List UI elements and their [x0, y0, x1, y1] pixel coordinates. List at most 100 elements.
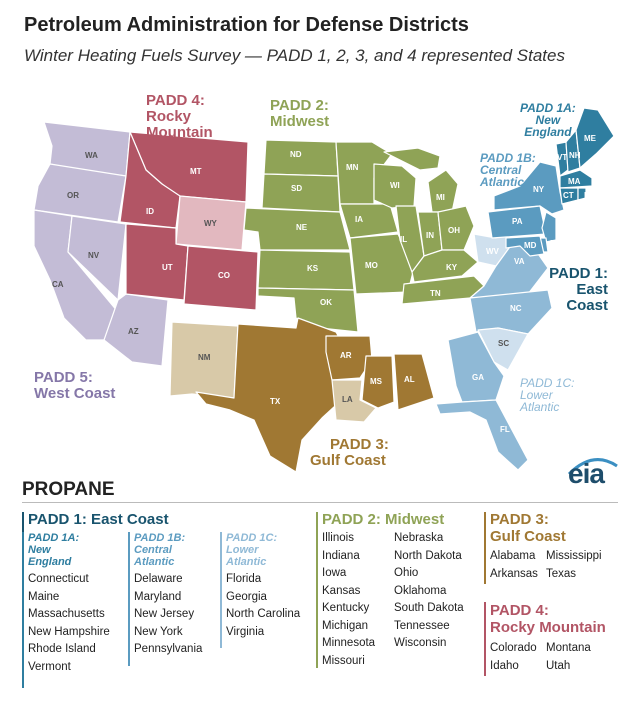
map-label-padd2: PADD 2: Midwest — [270, 97, 330, 130]
state-label-ct: CT — [563, 191, 574, 200]
padd1a-legend: PADD 1A: New England Connecticut Maine Mas… — [28, 532, 110, 676]
state-ky — [411, 249, 479, 283]
state-id — [119, 131, 181, 229]
list-item: Arkansas — [490, 567, 538, 580]
state-label-va: VA — [514, 257, 525, 266]
list-item: Idaho — [490, 659, 519, 672]
map-label-padd1c: PADD 1C: Lower Atlantic — [520, 376, 575, 414]
map-label-padd1: PADD 1: East Coast — [549, 265, 608, 314]
padd1c-legend-bar — [220, 532, 222, 648]
eia-logo: eia — [568, 458, 605, 489]
list-item: Vermont — [28, 660, 71, 673]
list-item: Virginia — [226, 625, 265, 638]
state-mo — [349, 233, 415, 295]
list-item: Alabama — [490, 550, 536, 562]
list-item: Minnesota — [322, 637, 376, 649]
padd1b-legend: PADD 1B: Central Atlantic Delaware Marylan… — [134, 532, 202, 659]
padd2-legend-col2: Nebraska North Dakota Ohio Oklahoma Sout… — [394, 530, 464, 653]
state-label-ok: OK — [320, 298, 332, 307]
padd1-legend-title: PADD 1: East Coast — [28, 511, 169, 528]
page-subtitle: Winter Heating Fuels Survey — PADD 1, 2,… — [24, 46, 565, 65]
state-ri — [577, 187, 587, 201]
state-label-oh: OH — [448, 226, 460, 235]
list-item: Delaware — [134, 573, 183, 585]
state-label-mi: MI — [436, 193, 445, 202]
list-item: Georgia — [226, 590, 267, 603]
state-label-ky: KY — [446, 263, 458, 272]
state-label-il: IL — [400, 235, 407, 244]
map-label-padd5: PADD 5: West Coast — [34, 369, 116, 402]
page-title: Petroleum Administration for Defense Dis… — [24, 14, 469, 36]
state-fl — [435, 399, 529, 471]
list-item: Maine — [28, 590, 60, 603]
padd4-legend-title: PADD 4: Rocky Mountain — [490, 602, 606, 636]
state-label-co: CO — [218, 271, 230, 280]
padd-map: WA OR CA NV AZ MT ID WY UT CO ND SD NE K… — [33, 107, 615, 473]
state-label-sc: SC — [498, 339, 509, 348]
state-ga — [447, 331, 505, 403]
state-mi — [383, 147, 459, 213]
state-label-nm: NM — [198, 353, 211, 362]
list-item: Massachusetts — [28, 608, 105, 620]
state-al — [393, 353, 435, 411]
state-label-mo: MO — [365, 261, 378, 270]
state-label-ks: KS — [307, 264, 319, 273]
state-label-mt: MT — [190, 167, 202, 176]
list-item: New Jersey — [134, 608, 195, 620]
state-ms — [361, 355, 395, 409]
padd3-legend-title: PADD 3: Gulf Coast — [490, 511, 566, 545]
padd4-legend-bar — [484, 602, 486, 676]
state-ar — [325, 335, 373, 381]
state-label-fl: FL — [500, 425, 510, 434]
legend-divider — [22, 502, 618, 503]
state-label-ga: GA — [472, 373, 484, 382]
padd4-legend-col1: Colorado Idaho — [490, 640, 537, 675]
map-label-padd1a: PADD 1A: New England — [520, 101, 576, 139]
padd2-legend-title: PADD 2: Midwest — [322, 511, 445, 528]
state-label-ia: IA — [355, 215, 363, 224]
padd1a-legend-bar — [22, 532, 24, 688]
list-item: New York — [134, 625, 183, 638]
list-item: Oklahoma — [394, 584, 447, 597]
state-label-tn: TN — [430, 289, 441, 298]
list-item: Michigan — [322, 619, 369, 632]
state-nj — [541, 211, 557, 243]
list-item: Indiana — [322, 549, 360, 562]
list-item: Mississippi — [546, 550, 602, 562]
map-label-padd4: PADD 4: Rocky Mountain — [146, 92, 213, 141]
state-label-nj: NJ — [556, 223, 566, 232]
list-item: North Dakota — [394, 549, 462, 562]
state-label-mn: MN — [346, 163, 359, 172]
state-label-me: ME — [584, 134, 597, 143]
state-label-nd: ND — [290, 150, 302, 159]
list-item: Pennsylvania — [134, 643, 203, 655]
state-label-in: IN — [426, 231, 434, 240]
list-item: Utah — [546, 659, 571, 672]
state-ks — [257, 249, 355, 291]
state-label-wy: WY — [204, 219, 218, 228]
state-label-de: DE — [550, 239, 562, 248]
list-item: Texas — [546, 567, 577, 580]
list-item: Missouri — [322, 654, 365, 667]
padd1b-legend-bar — [128, 532, 130, 666]
state-label-wv: WV — [486, 247, 500, 256]
state-label-az: AZ — [128, 327, 139, 336]
legend-heading: PROPANE — [22, 479, 115, 500]
state-label-wi: WI — [390, 181, 400, 190]
eia-logo-arc-icon — [567, 458, 618, 476]
state-label-or: OR — [67, 191, 79, 200]
list-item: New Hampshire — [28, 625, 110, 638]
state-co — [183, 245, 259, 311]
map-label-padd1b: PADD 1B: Central Atlantic — [480, 151, 536, 189]
state-label-la: LA — [342, 395, 353, 404]
state-label-md: MD — [524, 241, 537, 250]
padd3-legend-bar — [484, 512, 486, 584]
state-label-tx: TX — [270, 397, 281, 406]
padd3-legend-col2: Mississippi Texas — [546, 548, 602, 583]
state-la — [331, 379, 377, 423]
state-label-ms: MS — [370, 377, 383, 386]
padd2-legend-bar — [316, 512, 318, 668]
list-item: Connecticut — [28, 573, 89, 585]
state-label-ri: RI — [584, 191, 592, 200]
list-item: Florida — [226, 573, 262, 585]
